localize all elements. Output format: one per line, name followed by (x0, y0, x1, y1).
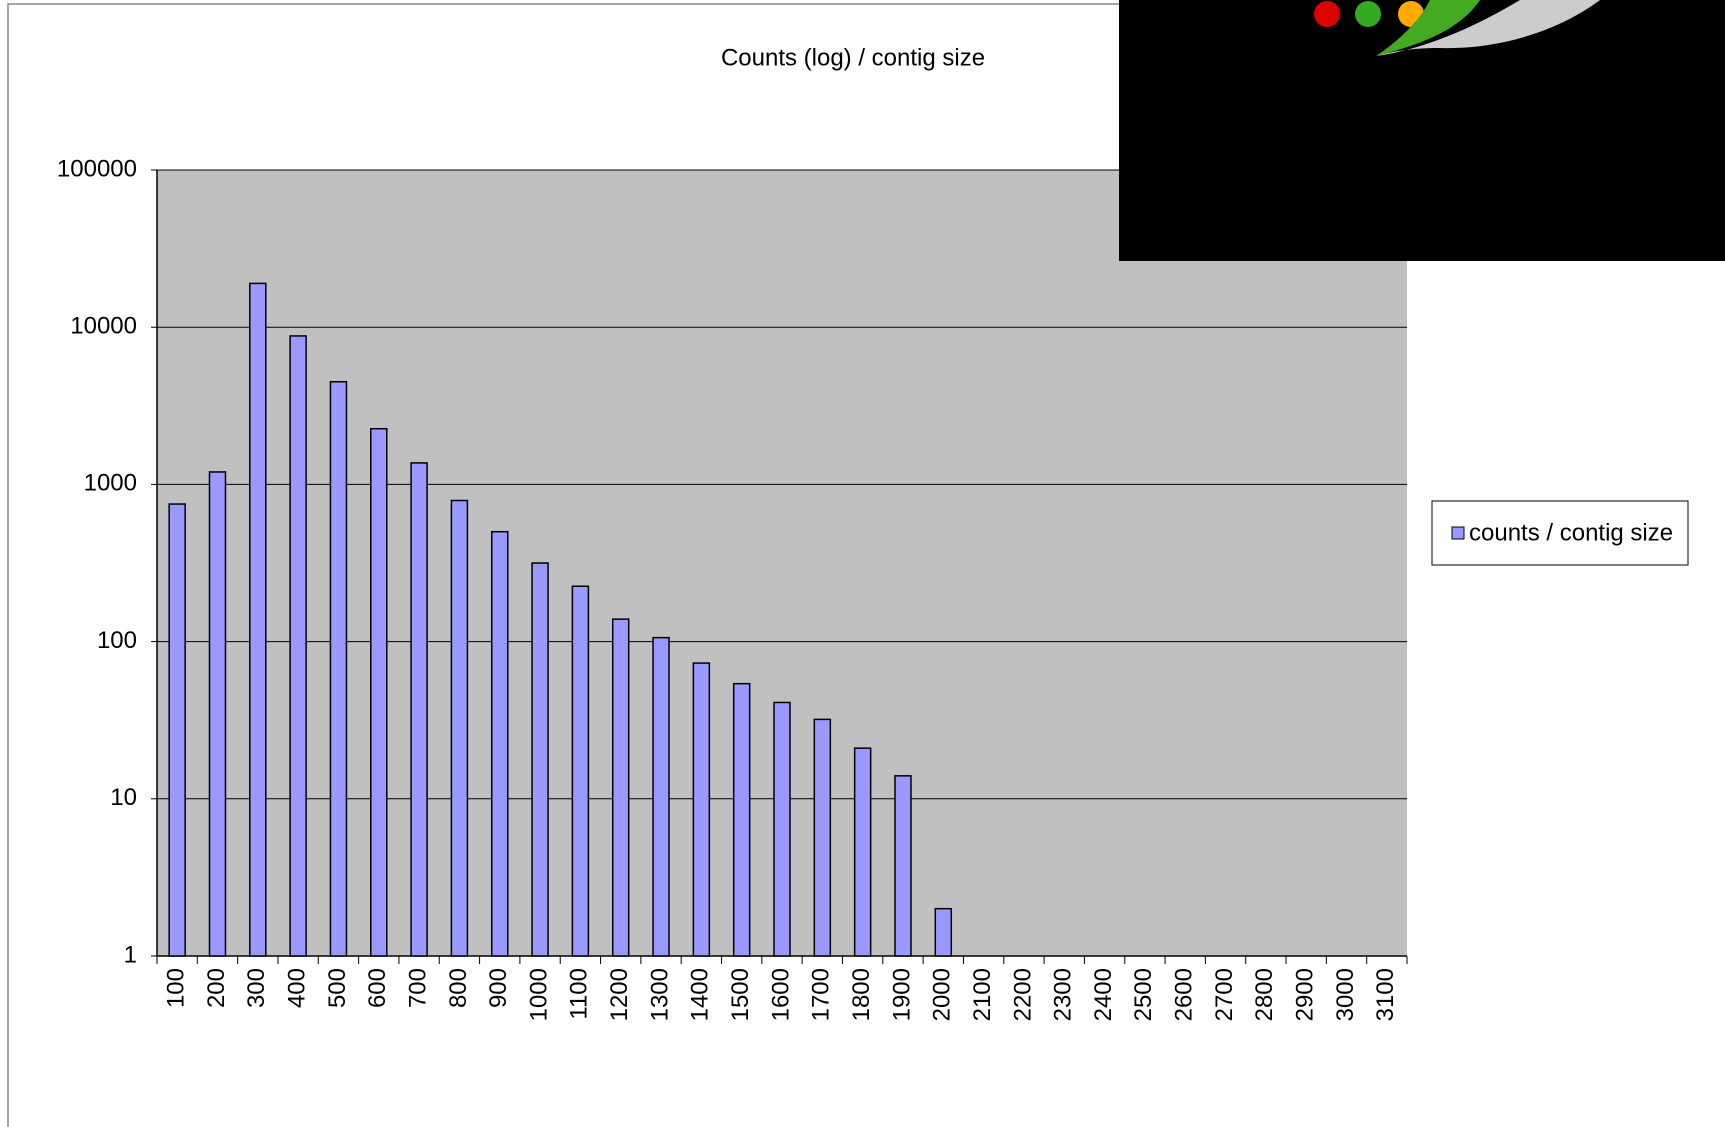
x-tick-label: 1300 (646, 968, 673, 1021)
x-tick-label: 2300 (1050, 968, 1077, 1021)
overlay-window (1119, 0, 1725, 261)
x-tick-label: 300 (243, 968, 270, 1008)
bar (289, 335, 307, 957)
bar (249, 282, 267, 957)
bar (732, 682, 751, 957)
bar (692, 662, 711, 957)
bar (894, 775, 912, 957)
bar (168, 503, 186, 957)
bar (450, 499, 469, 957)
bar (410, 462, 428, 957)
x-tick-label: 2400 (1090, 968, 1117, 1021)
bar (773, 701, 791, 957)
y-tick-label: 100 (97, 627, 137, 654)
x-tick-label: 900 (485, 968, 512, 1008)
legend-box (1431, 500, 1689, 566)
x-tick-label: 2100 (969, 968, 996, 1021)
bar (370, 427, 388, 957)
y-tick-label: 1 (124, 941, 137, 968)
maximize-dot[interactable] (1355, 1, 1381, 27)
x-tick-label: 3000 (1332, 968, 1359, 1021)
logo-green (1376, 0, 1480, 56)
x-tick-label: 100 (163, 968, 190, 1008)
x-tick-label: 1700 (808, 968, 835, 1021)
x-tick-label: 1800 (848, 968, 875, 1021)
x-tick-label: 2600 (1171, 968, 1198, 1021)
x-tick-label: 400 (283, 968, 310, 1008)
bar (652, 636, 670, 957)
x-tick-label: 2700 (1211, 968, 1238, 1021)
x-tick-label: 2200 (1009, 968, 1036, 1021)
x-tick-label: 3100 (1372, 968, 1399, 1021)
y-tick-label: 1000 (84, 470, 137, 497)
bar (490, 530, 509, 957)
bar (853, 747, 872, 957)
bar (934, 907, 953, 957)
bar (611, 618, 630, 957)
x-tick-label: 1600 (767, 968, 794, 1021)
x-tick-label: 1500 (727, 968, 754, 1021)
y-tick-label: 100000 (57, 155, 137, 182)
x-tick-label: 200 (203, 968, 230, 1008)
x-tick-label: 600 (364, 968, 391, 1008)
bar (571, 585, 590, 957)
x-tick-label: 2000 (929, 968, 956, 1021)
x-tick-label: 500 (324, 968, 351, 1008)
bar (813, 718, 832, 957)
x-tick-label: 1200 (606, 968, 633, 1021)
legend: counts / contig size (1431, 500, 1689, 566)
overlay-background (1119, 0, 1725, 261)
legend-swatch (1451, 526, 1465, 540)
bar (329, 380, 348, 957)
x-tick-label: 2500 (1130, 968, 1157, 1021)
x-tick-label: 1100 (566, 968, 593, 1020)
bar (208, 471, 227, 957)
close-dot[interactable] (1314, 1, 1340, 27)
x-tick-label: 800 (445, 968, 472, 1008)
x-tick-label: 1000 (525, 968, 552, 1021)
x-tick-label: 700 (404, 968, 431, 1008)
logo-gray (1376, 0, 1600, 56)
x-tick-label: 2900 (1292, 968, 1319, 1021)
legend-label: counts / contig size (1469, 519, 1673, 546)
y-tick-label: 10 (110, 784, 137, 811)
x-tick-label: 1900 (888, 968, 915, 1021)
y-tick-label: 10000 (70, 313, 137, 340)
x-tick-label: 2800 (1251, 968, 1278, 1021)
chart-title: Counts (log) / contig size (721, 44, 985, 71)
bar (531, 562, 549, 957)
x-tick-label: 1400 (687, 968, 714, 1021)
